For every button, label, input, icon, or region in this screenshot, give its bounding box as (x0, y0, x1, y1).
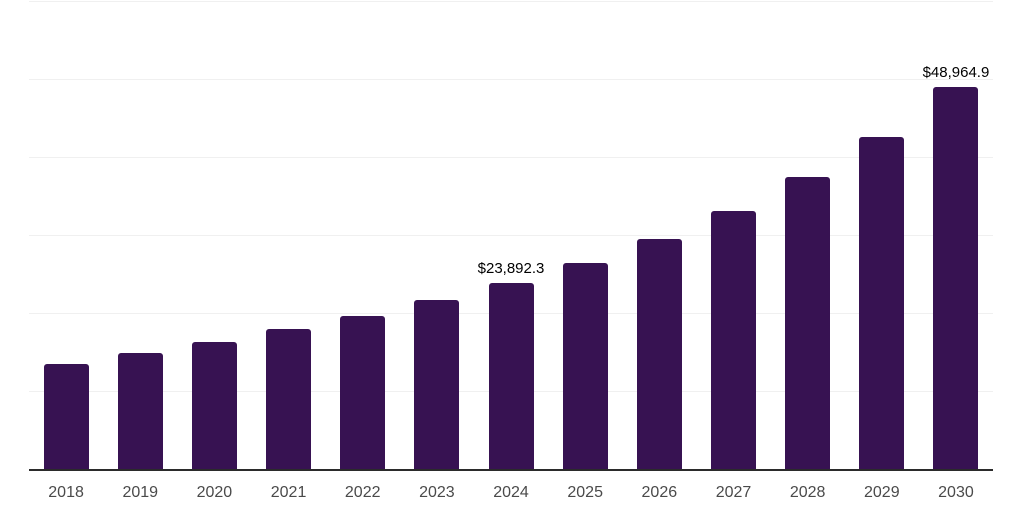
data-label-2030: $48,964.9 (922, 64, 990, 82)
bar-2030[interactable] (933, 87, 979, 469)
x-tick-2028: 2028 (789, 484, 826, 501)
bar-2019[interactable] (117, 353, 163, 469)
bar-2027[interactable] (710, 210, 756, 469)
gridline-50000 (29, 79, 993, 80)
x-tick-2027: 2027 (715, 484, 752, 501)
x-tick-2022: 2022 (344, 484, 381, 501)
x-axis: 2018 2019 2020 2021 2022 2023 2024 2025 2026 2027… (29, 484, 993, 502)
plot-area: $23,892.3 $48,964.9 (29, 1, 993, 471)
bar-band-2028 (771, 1, 845, 469)
bar-band-2018 (29, 1, 103, 469)
bar-band-2027 (696, 1, 770, 469)
gridline-60000 (29, 1, 993, 2)
bar-band-2030: $48,964.9 (919, 1, 993, 469)
bar-band-2020 (177, 1, 251, 469)
gridline-30000 (29, 235, 993, 236)
bar-band-2025 (548, 1, 622, 469)
x-tick-2025: 2025 (567, 484, 603, 501)
bar-band-2026 (622, 1, 696, 469)
bar-2021[interactable] (266, 329, 312, 469)
bar-band-2022 (326, 1, 400, 469)
x-tick-2021: 2021 (270, 484, 307, 501)
gridline-40000 (29, 157, 993, 158)
x-tick-2024: 2024 (493, 484, 529, 501)
bar-band-2024: $23,892.3 (474, 1, 548, 469)
bar-2020[interactable] (191, 342, 237, 469)
x-tick-2020: 2020 (196, 484, 233, 501)
bar-band-2021 (251, 1, 325, 469)
x-tick-2023: 2023 (419, 484, 455, 501)
bar-band-2029 (845, 1, 919, 469)
x-tick-2018: 2018 (48, 484, 84, 501)
bar-band-2023 (400, 1, 474, 469)
data-label-2024: $23,892.3 (477, 259, 545, 277)
bar-2029[interactable] (859, 136, 905, 469)
bar-2022[interactable] (340, 316, 386, 469)
bar-2026[interactable] (636, 238, 682, 469)
bar-2023[interactable] (414, 300, 460, 469)
x-tick-2026: 2026 (641, 484, 678, 501)
x-tick-2019: 2019 (122, 484, 159, 501)
bar-band-2019 (103, 1, 177, 469)
bar-2018[interactable] (43, 364, 89, 469)
x-tick-2030: 2030 (938, 484, 974, 501)
bar-2025[interactable] (562, 262, 608, 469)
bar-2024[interactable] (488, 282, 534, 469)
x-tick-2029: 2029 (864, 484, 900, 501)
bar-2028[interactable] (785, 176, 831, 469)
